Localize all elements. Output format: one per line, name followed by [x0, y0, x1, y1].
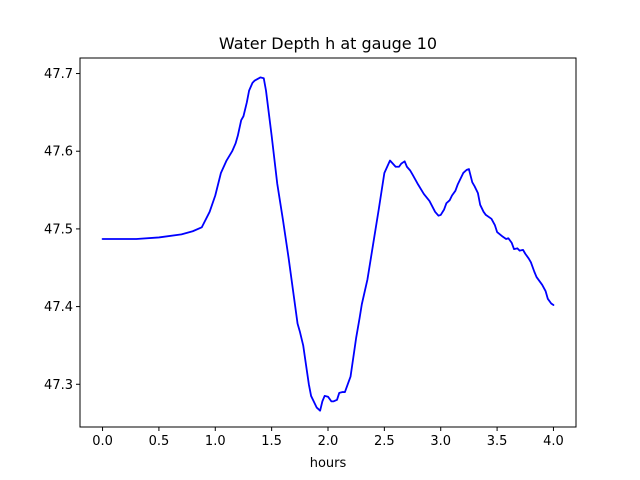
x-tick-label: 3.5 [487, 434, 508, 449]
y-tick-label: 47.5 [44, 222, 73, 237]
y-axis: 47.3 47.4 47.5 47.6 47.7 [44, 67, 80, 393]
x-tick-label: 3.0 [430, 434, 451, 449]
x-tick-label: 2.5 [374, 434, 395, 449]
x-axis-label: hours [310, 456, 347, 471]
y-tick-label: 47.3 [44, 378, 73, 393]
x-tick-label: 1.5 [261, 434, 282, 449]
series-line [101, 76, 555, 412]
x-tick-label: 0.0 [92, 434, 113, 449]
y-tick-label: 47.4 [44, 300, 73, 315]
x-tick-label: 0.5 [149, 434, 170, 449]
x-tick-label: 1.0 [205, 434, 226, 449]
y-tick-label: 47.6 [44, 145, 73, 160]
x-tick-label: 4.0 [543, 434, 564, 449]
y-tick-label: 47.7 [44, 67, 73, 82]
x-tick-label: 2.0 [318, 434, 339, 449]
plot-area [101, 76, 555, 412]
x-axis: 0.0 0.5 1.0 1.5 2.0 2.5 3.0 3.5 4.0 [92, 427, 564, 449]
chart-title: Water Depth h at gauge 10 [219, 34, 437, 53]
axes-frame [79, 57, 577, 428]
